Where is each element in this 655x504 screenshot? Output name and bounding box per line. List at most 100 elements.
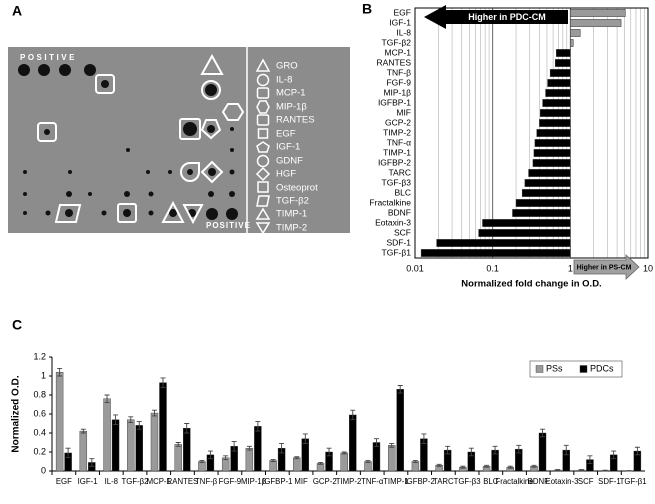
y-tick-label: 1 <box>41 370 46 380</box>
error-bar <box>255 421 261 432</box>
bar <box>555 59 571 67</box>
error-bar <box>634 446 640 456</box>
error-bar <box>436 463 442 467</box>
legend-label: Osteoprot <box>276 183 318 194</box>
highlight-shapes <box>37 53 245 225</box>
x-tick-label: IGFBP-2 <box>404 477 434 486</box>
y-tick-label: EGF <box>394 7 411 17</box>
bar <box>293 457 301 472</box>
bar <box>570 19 622 27</box>
y-tick-label: MIP-1β <box>383 87 411 97</box>
bar <box>372 442 381 472</box>
x-tick-label: 0.1 <box>486 263 499 273</box>
x-tick-label: RANTES <box>167 477 199 486</box>
legend-box <box>529 360 623 378</box>
bar <box>547 79 571 87</box>
error-bar <box>587 455 593 464</box>
error-bar <box>397 385 403 394</box>
y-tick-label: TIMP-2 <box>383 127 411 137</box>
error-bar <box>302 433 308 444</box>
error-bar <box>484 464 490 468</box>
array-legend: GRO IL-8 MCP-1 MIP-1β RANTES EGF IGF-1 G… <box>276 61 318 234</box>
y-tick-label: TNF-β <box>387 67 411 77</box>
x-tick-label: TARC <box>433 477 454 486</box>
x-tick-label: 0.01 <box>406 263 424 273</box>
y-tick-label: Eotaxin-3 <box>375 217 411 227</box>
bar <box>340 452 348 472</box>
x-tick-label: Eotaxin-3 <box>546 477 579 486</box>
panel-label: C <box>12 317 22 333</box>
bar <box>364 461 372 472</box>
x-tick-label: BDNF <box>528 477 549 486</box>
error-bar <box>207 450 213 460</box>
x-tick-label: TNF-β <box>195 477 218 486</box>
bar <box>127 419 135 472</box>
bar <box>420 249 571 257</box>
legend-label: RANTES <box>276 115 315 126</box>
error-bar <box>373 438 379 447</box>
x-axis-label: Normalized fold change in O.D. <box>461 279 601 290</box>
error-bar <box>184 423 190 434</box>
y-axis-label: Normalized O.D. <box>11 375 22 452</box>
bar <box>135 425 143 472</box>
error-bar <box>326 447 332 457</box>
bar <box>540 109 571 117</box>
x-tick-label: SDF-1 <box>598 477 621 486</box>
error-bar <box>151 409 157 417</box>
bar <box>150 412 159 472</box>
x-tick-label: EGF <box>56 477 72 486</box>
bar <box>482 219 571 227</box>
error-bar <box>318 462 324 465</box>
legend-label: PSs <box>546 363 563 373</box>
x-tick-label: TIMP-2 <box>336 477 362 486</box>
annotation: Higher in PDC-CM <box>468 12 546 22</box>
error-bar <box>531 464 537 468</box>
y-tick-label: 0.8 <box>33 389 46 399</box>
error-bar <box>270 459 276 462</box>
bar <box>545 89 571 97</box>
bar <box>570 9 626 17</box>
bar <box>549 69 571 77</box>
bar <box>524 179 571 187</box>
y-tick-label: BDNF <box>388 207 411 217</box>
bar <box>183 428 191 472</box>
error-bar <box>89 458 95 467</box>
bar <box>55 372 64 472</box>
error-bar <box>445 445 451 455</box>
error-bar <box>460 465 466 469</box>
legend-swatch <box>535 365 544 373</box>
y-tick-label: TGF-β3 <box>382 177 412 187</box>
x-tick-label: SCF <box>578 477 594 486</box>
x-tick-label: Fractalkine <box>495 477 533 486</box>
bar <box>542 99 571 107</box>
bar <box>198 461 206 472</box>
error-bar <box>223 455 229 461</box>
x-tick-label: TIMP-1 <box>383 477 409 486</box>
panel-label: B <box>362 1 372 17</box>
y-tick-label: SDF-1 <box>386 237 411 247</box>
x-tick-label: GCP-2 <box>313 477 337 486</box>
legend-label: IL-8 <box>276 75 292 86</box>
y-tick-label: FGF-9 <box>386 77 411 87</box>
y-tick-label: MIF <box>396 107 411 117</box>
legend-label: IGF-1 <box>276 142 300 153</box>
error-bar <box>246 445 252 451</box>
error-bar <box>231 441 237 452</box>
arrow-ps <box>573 254 640 280</box>
annotation: Higher in PS-CM <box>577 264 632 271</box>
y-tick-label: RANTES <box>377 57 412 67</box>
error-bar <box>128 416 134 423</box>
y-tick-label: TARC <box>388 167 411 177</box>
bar <box>254 426 262 472</box>
positive-label: POSITIVE <box>206 221 251 230</box>
x-tick-label: TGF-β1 <box>620 477 647 486</box>
y-tick-label: 0.4 <box>33 427 46 437</box>
error-bar <box>279 443 285 454</box>
legend-symbols <box>255 58 271 235</box>
legend-label: HGF <box>276 169 296 180</box>
x-tick-label: 10 <box>643 263 653 273</box>
y-tick-label: TIMP-1 <box>383 147 411 157</box>
x-tick-label: TNF-α <box>361 477 384 486</box>
error-bar <box>412 460 418 463</box>
bar <box>512 209 571 217</box>
